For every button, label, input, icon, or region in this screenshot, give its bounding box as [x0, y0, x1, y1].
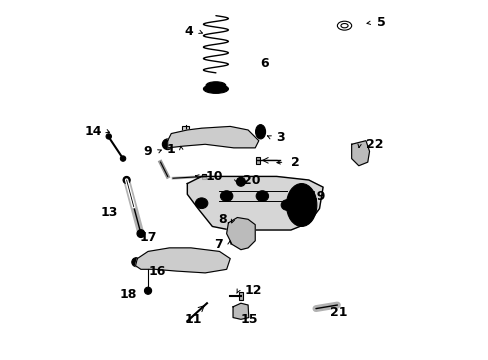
Ellipse shape	[144, 287, 151, 294]
Text: 22: 22	[365, 138, 383, 151]
FancyBboxPatch shape	[182, 126, 189, 141]
Ellipse shape	[286, 184, 316, 226]
Ellipse shape	[137, 230, 144, 238]
Ellipse shape	[255, 125, 265, 139]
Text: 3: 3	[276, 131, 285, 144]
Text: 10: 10	[205, 170, 222, 183]
Text: 20: 20	[242, 174, 260, 186]
Ellipse shape	[281, 200, 293, 210]
Text: 7: 7	[214, 238, 223, 251]
Polygon shape	[135, 248, 230, 273]
Ellipse shape	[195, 198, 207, 208]
Polygon shape	[226, 217, 255, 249]
Ellipse shape	[205, 82, 225, 89]
Ellipse shape	[228, 227, 233, 231]
Ellipse shape	[120, 156, 125, 161]
Ellipse shape	[258, 130, 262, 134]
Text: 21: 21	[329, 306, 347, 319]
FancyBboxPatch shape	[202, 174, 205, 179]
Ellipse shape	[123, 176, 130, 184]
Text: 6: 6	[260, 57, 269, 71]
Ellipse shape	[203, 85, 228, 93]
Text: 8: 8	[218, 213, 226, 226]
Ellipse shape	[106, 134, 111, 139]
Text: 16: 16	[148, 265, 165, 278]
Ellipse shape	[236, 177, 245, 186]
Polygon shape	[351, 141, 369, 166]
Text: 2: 2	[290, 156, 299, 168]
Ellipse shape	[297, 201, 305, 210]
Text: 19: 19	[308, 190, 325, 203]
Ellipse shape	[165, 142, 169, 147]
Text: 12: 12	[244, 284, 262, 297]
FancyBboxPatch shape	[238, 292, 243, 300]
Ellipse shape	[290, 189, 312, 221]
Polygon shape	[233, 303, 248, 319]
Text: 9: 9	[142, 145, 151, 158]
Ellipse shape	[132, 258, 141, 267]
FancyBboxPatch shape	[256, 157, 259, 163]
Text: 13: 13	[100, 206, 118, 219]
Polygon shape	[187, 176, 323, 230]
Text: 15: 15	[241, 313, 258, 326]
Ellipse shape	[220, 191, 232, 202]
Ellipse shape	[134, 260, 138, 264]
Ellipse shape	[238, 226, 243, 230]
Ellipse shape	[256, 191, 268, 202]
Ellipse shape	[162, 139, 173, 150]
Text: 11: 11	[184, 313, 201, 326]
Text: 14: 14	[84, 125, 102, 138]
Text: 18: 18	[120, 288, 137, 301]
Ellipse shape	[248, 238, 253, 242]
Text: 5: 5	[376, 16, 385, 29]
Text: 17: 17	[139, 231, 157, 244]
Polygon shape	[167, 126, 258, 148]
Ellipse shape	[239, 180, 242, 184]
Ellipse shape	[247, 228, 251, 232]
Text: 4: 4	[183, 25, 192, 38]
Text: 1: 1	[166, 143, 175, 156]
